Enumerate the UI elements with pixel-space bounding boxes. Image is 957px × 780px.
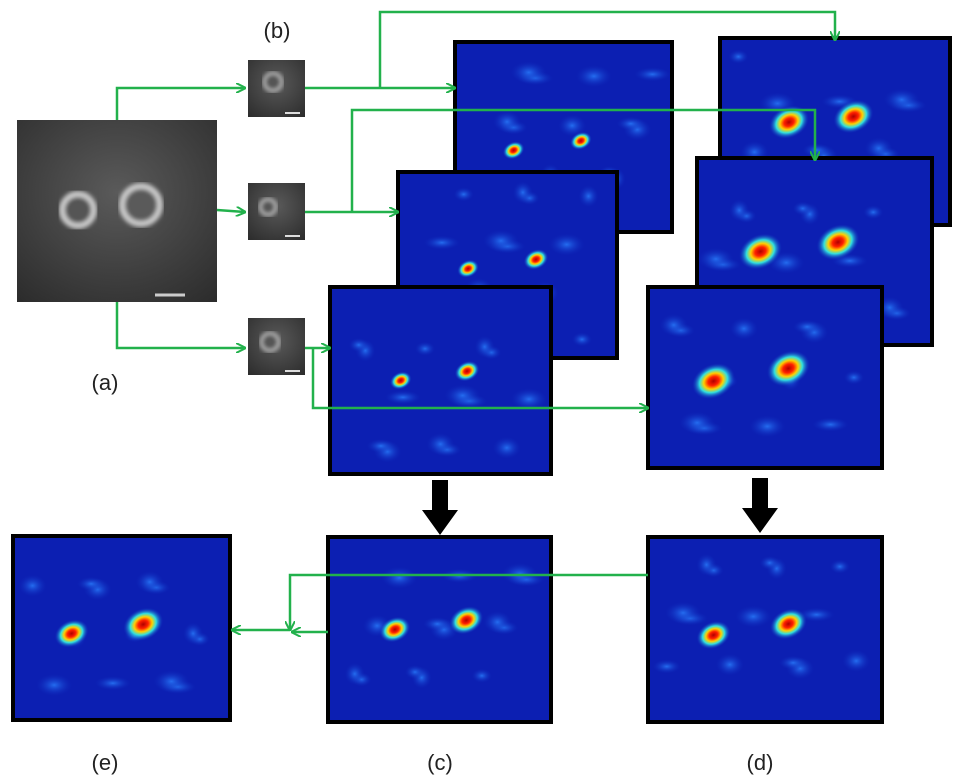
figure: (a) (b) (e) (c) (d) — [0, 0, 957, 780]
label-a: (a) — [92, 370, 119, 395]
label-c: (c) — [427, 750, 453, 775]
heatmap-panel — [648, 537, 882, 722]
heatmap-panel — [330, 287, 551, 474]
label-b: (b) — [264, 18, 291, 43]
black-arrows — [422, 478, 778, 535]
heatmap-panel — [648, 287, 882, 468]
heatmap-panel — [13, 536, 230, 720]
raw-image — [17, 120, 217, 302]
label-e: (e) — [92, 750, 119, 775]
heatmap-panel — [328, 537, 551, 722]
label-d: (d) — [747, 750, 774, 775]
small-images — [248, 60, 305, 375]
